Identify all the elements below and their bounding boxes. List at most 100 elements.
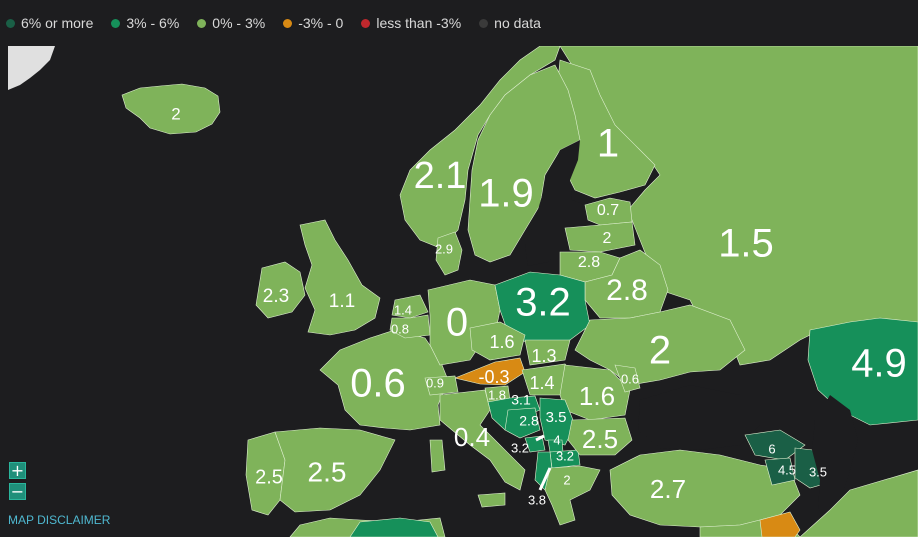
value-croatia: 3.1 [511, 392, 531, 408]
value-bulgaria: 2.5 [582, 424, 618, 454]
value-poland: 3.2 [515, 281, 571, 325]
value-iceland: 2 [171, 104, 180, 123]
value-armenia: 4.5 [778, 462, 796, 477]
region-ukraine[interactable] [574, 304, 746, 386]
legend-swatch [6, 18, 15, 28]
region-middle-east-orange[interactable] [759, 511, 801, 537]
region-kazakhstan[interactable] [807, 317, 918, 426]
region-montenegro[interactable] [524, 435, 546, 453]
region-romania[interactable] [559, 364, 631, 421]
value-moldova: 0.6 [621, 371, 639, 386]
region-latvia[interactable] [564, 221, 636, 253]
region-serbia[interactable] [539, 397, 576, 446]
region-bosnia[interactable] [504, 407, 541, 439]
zoom-in-button[interactable]: + [9, 461, 26, 480]
region-switzerland[interactable] [424, 375, 459, 396]
zoom-out-button[interactable]: − [9, 482, 26, 501]
zoom-controls: + − [9, 462, 26, 504]
value-slovenia: 1.8 [488, 387, 506, 402]
value-lithuania: 2.8 [578, 254, 600, 271]
value-switzerland: 0.9 [426, 375, 444, 390]
legend-label: 3% - 6% [126, 15, 180, 31]
value-albania: 3.8 [528, 492, 546, 507]
legend-label: -3% - 0 [298, 15, 344, 31]
map-disclaimer-link[interactable]: MAP DISCLAIMER [8, 513, 111, 527]
region-sicily[interactable] [477, 492, 506, 508]
region-ireland[interactable] [255, 261, 306, 319]
region-north-africa-green[interactable] [349, 517, 439, 537]
value-greece: 2 [563, 472, 570, 487]
value-hungary: 1.4 [529, 373, 554, 393]
region-austria[interactable] [454, 357, 526, 386]
region-czechia[interactable] [469, 321, 526, 361]
value-russia: 1.5 [718, 222, 774, 266]
region-denmark[interactable] [435, 231, 463, 276]
value-kazakhstan: 4.9 [851, 342, 907, 386]
value-belarus: 2.8 [606, 274, 648, 307]
value-belgium: 0.8 [391, 321, 409, 336]
value-bosnia: 2.8 [519, 413, 539, 429]
connector-albania [538, 467, 552, 491]
value-georgia: 6 [768, 441, 775, 456]
region-belarus[interactable] [584, 249, 669, 319]
region-middle-east-east[interactable] [799, 469, 918, 537]
region-armenia[interactable] [764, 457, 796, 486]
legend-item[interactable]: 6% or more [6, 15, 93, 31]
region-greenland[interactable] [8, 46, 55, 90]
legend-swatch [197, 18, 207, 28]
value-kosovo: 4 [553, 432, 560, 447]
legend-label: 6% or more [21, 15, 94, 31]
connector-montenegro [535, 434, 545, 442]
value-labels: 2 2.1 1.9 1 0.7 2 2.8 2.9 1.5 2.8 3.2 2.… [171, 104, 907, 507]
value-germany: 0 [446, 301, 468, 345]
region-spain[interactable] [274, 427, 396, 513]
legend-swatch [283, 18, 293, 28]
legend-item[interactable]: 0% - 3% [197, 15, 265, 31]
legend-label: 0% - 3% [212, 15, 266, 31]
black-sea [638, 385, 760, 450]
region-bulgaria[interactable] [567, 417, 633, 456]
legend-swatch [111, 18, 121, 28]
value-netherlands: 1.4 [394, 302, 412, 317]
region-italy[interactable] [439, 389, 526, 491]
legend-item[interactable]: -3% - 0 [283, 15, 343, 31]
value-czechia: 1.6 [489, 332, 514, 352]
value-montenegro: 3.2 [511, 440, 529, 455]
value-spain: 2.5 [308, 456, 347, 487]
region-slovakia[interactable] [524, 339, 571, 366]
value-united-kingdom: 1.1 [329, 291, 355, 312]
caspian-sea [812, 395, 858, 520]
value-estonia: 0.7 [597, 202, 619, 219]
region-iceland[interactable] [121, 83, 221, 135]
value-ukraine: 2 [649, 329, 671, 373]
value-azerbaijan: 3.5 [809, 464, 827, 479]
legend-label: no data [494, 15, 541, 31]
value-slovakia: 1.3 [531, 346, 556, 366]
value-romania: 1.6 [579, 381, 615, 411]
value-ireland: 2.3 [263, 286, 289, 307]
value-turkey: 2.7 [650, 474, 686, 504]
value-serbia: 3.5 [546, 409, 567, 426]
legend-item[interactable]: no data [479, 15, 541, 31]
region-united-kingdom[interactable] [299, 219, 381, 336]
legend-swatch [361, 18, 371, 28]
legend-label: less than -3% [376, 15, 462, 31]
region-netherlands[interactable] [391, 294, 429, 319]
value-france: 0.6 [350, 362, 406, 406]
value-north-macedonia: 3.2 [556, 448, 574, 463]
legend-item[interactable]: less than -3% [361, 15, 461, 31]
legend-item[interactable]: 3% - 6% [111, 15, 179, 31]
region-sweden[interactable] [467, 64, 581, 263]
region-turkey[interactable] [609, 449, 801, 528]
value-finland: 1 [597, 122, 619, 166]
value-portugal: 2.5 [255, 466, 283, 488]
region-greece[interactable] [544, 465, 601, 526]
region-moldova[interactable] [614, 364, 641, 393]
legend-swatch [479, 18, 489, 28]
value-denmark: 2.9 [435, 241, 453, 256]
value-italy: 0.4 [454, 422, 490, 452]
region-sardinia[interactable] [429, 439, 446, 473]
value-norway: 2.1 [414, 155, 467, 197]
